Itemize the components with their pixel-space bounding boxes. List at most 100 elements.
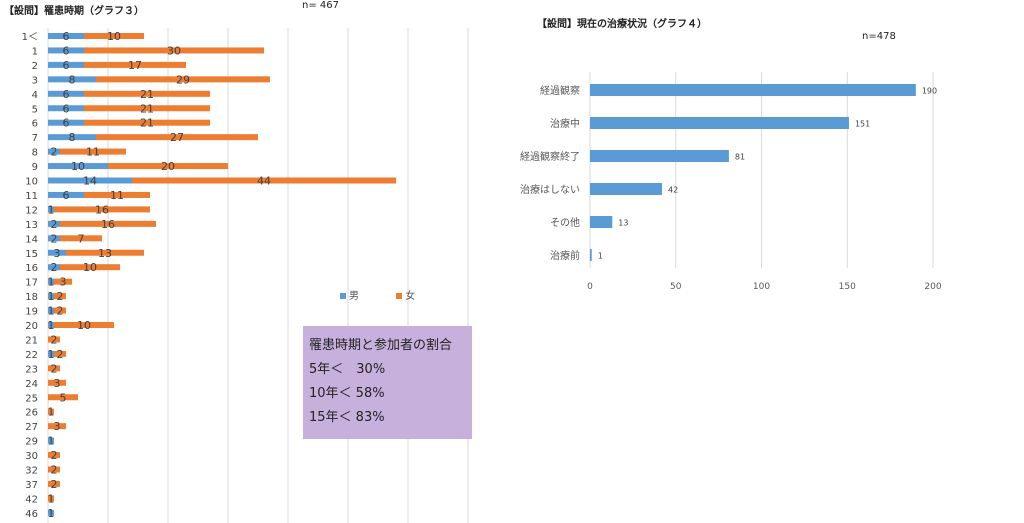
chart1-bar-male	[48, 191, 84, 198]
chart1-category-label: 30	[25, 451, 38, 462]
chart1-data-label-female: 21	[140, 117, 154, 130]
chart1-data-label-female: 16	[101, 218, 115, 231]
chart2-category-label: 経過観察	[540, 84, 580, 97]
chart1-category-label: 8	[32, 148, 38, 159]
chart2-data-label: 13	[618, 219, 628, 228]
chart1-data-label-male: 6	[63, 117, 70, 130]
chart2-category-label: その他	[550, 216, 580, 229]
chart1-bar-female	[54, 278, 72, 285]
chart1-category-label: 1＜	[22, 32, 38, 43]
chart1-data-label-male: 1	[48, 276, 55, 289]
chart1-data-label-female: 11	[86, 146, 100, 159]
chart1-bar-female	[54, 322, 114, 328]
chart1-data-label-male: 1	[48, 435, 55, 448]
chart1-data-label-female: 10	[77, 319, 91, 332]
chart1-bar-female	[54, 206, 150, 213]
chart1-category-label: 5	[32, 104, 38, 115]
chart1-data-label-female: 10	[107, 30, 121, 43]
chart1-bar-male	[48, 220, 60, 227]
chart2-bar	[590, 183, 663, 195]
chart2-x-tick-label: 150	[839, 282, 856, 292]
chart1-bar-female	[48, 423, 66, 430]
chart1-n-count: n= 467	[302, 0, 339, 11]
chart1-bar-male	[48, 105, 84, 112]
info-box-line-5yr: 5年＜ 30%	[309, 362, 386, 377]
chart1-category-label: 2	[32, 61, 38, 72]
chart1-bar-male	[48, 307, 54, 314]
chart1-bar-female	[84, 47, 264, 54]
chart1-bar-female	[60, 220, 156, 227]
chart1-category-label: 27	[25, 422, 38, 433]
info-box-line-10yr: 10年＜ 58%	[309, 386, 385, 401]
chart1-bar-male	[48, 33, 84, 39]
chart2-data-label: 42	[668, 186, 678, 195]
chart2-x-tick-label: 0	[587, 282, 593, 292]
chart2-data-label: 81	[735, 153, 745, 162]
chart1-bar-female	[48, 480, 60, 487]
chart1-bar-female	[54, 350, 66, 357]
chart1-data-label-female: 44	[257, 175, 271, 188]
chart1-bar-male	[48, 134, 96, 141]
chart1-data-label-female: 30	[167, 44, 181, 57]
chart1-data-label-male: 1	[48, 203, 55, 216]
chart1-data-label-female: 2	[51, 362, 58, 375]
chart1-category-label: 12	[25, 205, 38, 216]
chart1-bar-female	[84, 90, 210, 97]
chart1-bar-female	[60, 235, 102, 242]
chart1-data-label-female: 2	[57, 290, 64, 303]
chart1-data-label-female: 11	[110, 189, 124, 202]
chart1-data-label-male: 3	[54, 247, 61, 260]
legend-item-male: 男	[340, 291, 359, 302]
chart1-category-label: 14	[25, 234, 38, 245]
chart1-data-label-female: 13	[98, 247, 112, 260]
chart1-category-label: 1	[32, 46, 38, 57]
chart1-category-label: 25	[25, 393, 38, 404]
chart2-data-label: 1	[598, 252, 603, 261]
chart1-data-label-female: 3	[60, 276, 67, 289]
chart1-bar-male	[48, 278, 54, 285]
chart2-n-count: n=478	[862, 31, 896, 42]
chart1-category-label: 17	[25, 278, 38, 289]
chart1-category-label: 16	[25, 263, 38, 274]
chart2-x-tick-label: 100	[753, 282, 770, 292]
chart1-data-label-male: 1	[48, 319, 55, 332]
chart1-bar-female	[132, 177, 396, 184]
legend-swatch-male	[340, 293, 346, 299]
chart2-x-tick-label: 200	[924, 282, 941, 292]
chart1-data-label-male: 8	[69, 131, 76, 144]
chart1-bar-female	[48, 495, 54, 502]
chart1-bar-male	[48, 322, 54, 328]
chart1-bar-female	[66, 249, 144, 256]
chart1-data-label-male: 8	[69, 73, 76, 86]
chart1-category-label: 15	[25, 249, 38, 260]
chart1-bar-male	[48, 206, 54, 213]
chart1-bar-male	[48, 437, 54, 444]
chart1-bar-female	[60, 148, 126, 155]
chart1-data-label-male: 1	[48, 507, 55, 520]
chart2-category-label: 治療はしない	[520, 183, 580, 196]
chart1-category-label: 9	[32, 162, 38, 173]
chart1-data-label-female: 29	[176, 73, 190, 86]
chart2-bar	[590, 249, 592, 261]
chart1-bar-male	[48, 177, 132, 184]
chart1-category-label: 10	[25, 177, 38, 188]
chart1-bar-female	[96, 134, 258, 141]
chart1-category-label: 20	[25, 321, 38, 332]
chart1-bar-male	[48, 509, 54, 516]
chart1-data-label-male: 2	[51, 261, 58, 274]
chart1-category-label: 21	[25, 335, 38, 346]
chart1-bar-female	[48, 379, 66, 386]
chart1-data-label-male: 1	[48, 305, 55, 318]
chart1-data-label-female: 21	[140, 102, 154, 115]
chart1-data-label-male: 1	[48, 290, 55, 303]
chart1-category-label: 42	[25, 494, 38, 505]
chart2-bar	[590, 84, 916, 96]
chart1-bar-male	[48, 293, 54, 300]
chart1-category-label: 32	[25, 466, 38, 477]
chart1-data-label-female: 1	[48, 406, 55, 419]
info-box-line-15yr: 15年＜ 83%	[309, 410, 385, 425]
chart1-data-label-male: 6	[63, 59, 70, 72]
chart1-category-label: 13	[25, 220, 38, 231]
chart1-data-label-female: 3	[54, 377, 61, 390]
